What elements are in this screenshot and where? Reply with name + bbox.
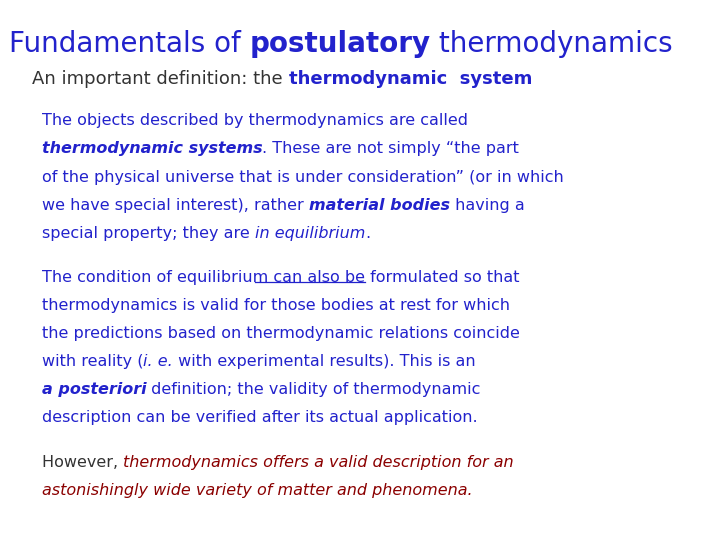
- Text: thermodynamics offers a valid description for an: thermodynamics offers a valid descriptio…: [123, 455, 513, 470]
- Text: with reality (: with reality (: [42, 354, 143, 369]
- Text: definition; the validity of thermodynamic: definition; the validity of thermodynami…: [146, 382, 481, 397]
- Text: The condition of equilibrium can also be formulated so that: The condition of equilibrium can also be…: [42, 270, 519, 285]
- Text: of the physical universe that is under consideration” (or in which: of the physical universe that is under c…: [42, 170, 564, 185]
- Text: However,: However,: [42, 455, 123, 470]
- Text: . These are not simply “the part: . These are not simply “the part: [262, 141, 519, 157]
- Text: having a: having a: [449, 198, 524, 213]
- Text: An important definition: the: An important definition: the: [32, 70, 289, 88]
- Text: The objects described by thermodynamics are called: The objects described by thermodynamics …: [42, 113, 468, 129]
- Text: special property; they are: special property; they are: [42, 226, 255, 241]
- Text: the predictions based on thermodynamic relations coincide: the predictions based on thermodynamic r…: [42, 326, 520, 341]
- Text: astonishingly wide variety of matter and phenomena.: astonishingly wide variety of matter and…: [42, 483, 472, 498]
- Text: a posteriori: a posteriori: [42, 382, 146, 397]
- Text: material bodies: material bodies: [309, 198, 449, 213]
- Text: thermodynamics is valid for those bodies at rest for which: thermodynamics is valid for those bodies…: [42, 298, 510, 313]
- Text: we have special interest), rather: we have special interest), rather: [42, 198, 309, 213]
- Text: in equilibrium: in equilibrium: [255, 226, 365, 241]
- Text: description can be verified after its actual application.: description can be verified after its ac…: [42, 410, 477, 426]
- Text: with experimental results). This is an: with experimental results). This is an: [173, 354, 476, 369]
- Text: i. e.: i. e.: [143, 354, 173, 369]
- Text: Fundamentals of: Fundamentals of: [9, 30, 249, 58]
- Text: .: .: [365, 226, 370, 241]
- Text: thermodynamic  system: thermodynamic system: [289, 70, 532, 88]
- Text: postulatory: postulatory: [249, 30, 431, 58]
- Text: thermodynamic systems: thermodynamic systems: [42, 141, 262, 157]
- Text: thermodynamics: thermodynamics: [431, 30, 673, 58]
